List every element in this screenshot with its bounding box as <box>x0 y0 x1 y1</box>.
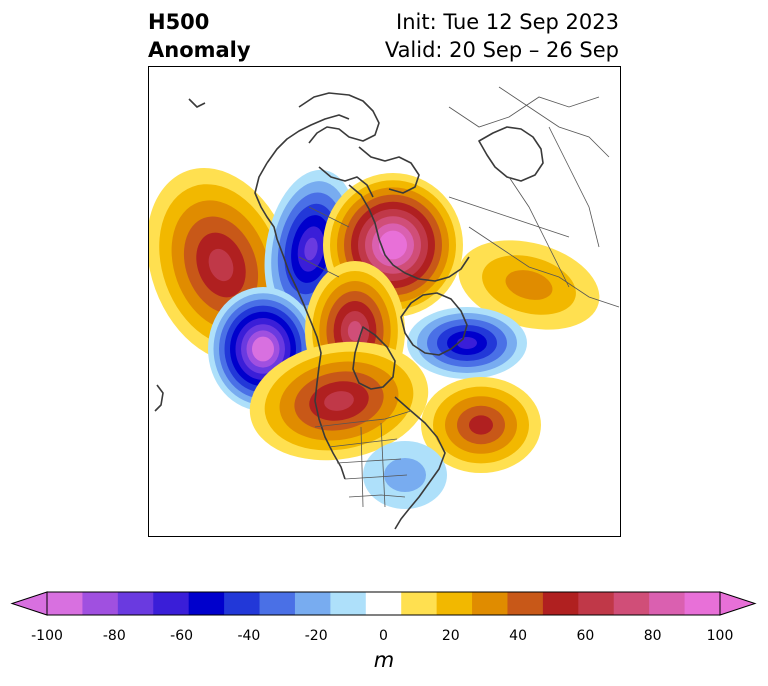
anomaly-center <box>421 377 541 473</box>
colorbar-bin <box>365 592 402 615</box>
anomaly-map <box>148 66 621 537</box>
colorbar-bin <box>578 592 615 615</box>
colorbar-bin <box>649 592 686 615</box>
colorbar-bin <box>259 592 296 615</box>
map-title-left: H500 Anomaly <box>148 8 251 64</box>
coastline-east-north-america <box>394 396 446 530</box>
colorbar-tick-label: 80 <box>643 628 662 644</box>
colorbar-tick-label: 0 <box>379 628 388 644</box>
colorbar-bin <box>330 592 367 615</box>
colorbar-tick-label: -60 <box>170 628 194 644</box>
colorbar-tick-label: -40 <box>237 628 261 644</box>
colorbar-bin <box>82 592 119 615</box>
init-date: Init: Tue 12 Sep 2023 <box>396 10 619 34</box>
colorbar-extend-low <box>10 591 48 616</box>
coastline-west-north-america <box>254 162 346 480</box>
colorbar-bin <box>684 592 721 615</box>
title-field-name: H500 <box>148 10 210 34</box>
colorbar-bin <box>224 592 261 615</box>
colorbar-tick-label: 40 <box>509 628 527 644</box>
colorbar-tick-label: -100 <box>31 628 63 644</box>
anomaly-center <box>458 240 600 330</box>
colorbar-bin <box>294 592 331 615</box>
colorbar-tick-label: 20 <box>441 628 460 644</box>
coastline-scandinavia <box>478 126 544 182</box>
colorbar-bin <box>542 592 579 615</box>
map-title-right: Init: Tue 12 Sep 2023 Valid: 20 Sep – 26… <box>385 8 619 64</box>
coastline-hudson-bay <box>352 326 396 390</box>
colorbar-bin <box>401 592 438 615</box>
map-canvas <box>149 86 620 530</box>
coastline-alaska <box>266 114 350 164</box>
colorbar-bin <box>47 592 83 615</box>
colorbar-unit: m <box>373 648 395 672</box>
country-borders <box>298 86 620 508</box>
colorbar-bin <box>153 592 190 615</box>
coastline-asia <box>348 184 470 282</box>
colorbar-tick-label: 60 <box>576 628 595 644</box>
colorbar-tick-label: -80 <box>102 628 126 644</box>
valid-range: Valid: 20 Sep – 26 Sep <box>384 38 619 62</box>
anomaly-center <box>407 307 527 379</box>
colorbar-tick-label: 100 <box>706 628 734 644</box>
colorbar-tick-label: -20 <box>304 628 328 644</box>
colorbar-bin <box>507 592 544 615</box>
coastlines <box>154 92 544 530</box>
colorbar-extend-high <box>719 591 757 616</box>
colorbar-bin <box>188 592 225 615</box>
colorbar <box>10 591 757 616</box>
coastline-arctic-islands <box>298 92 380 144</box>
colorbar-bin <box>472 592 508 615</box>
colorbar-bin <box>613 592 650 615</box>
anomaly-contours <box>149 168 600 509</box>
title-field-type: Anomaly <box>148 38 251 62</box>
colorbar-bin <box>117 592 154 615</box>
coastline-greenland <box>400 292 468 356</box>
colorbar-bin <box>436 592 473 615</box>
